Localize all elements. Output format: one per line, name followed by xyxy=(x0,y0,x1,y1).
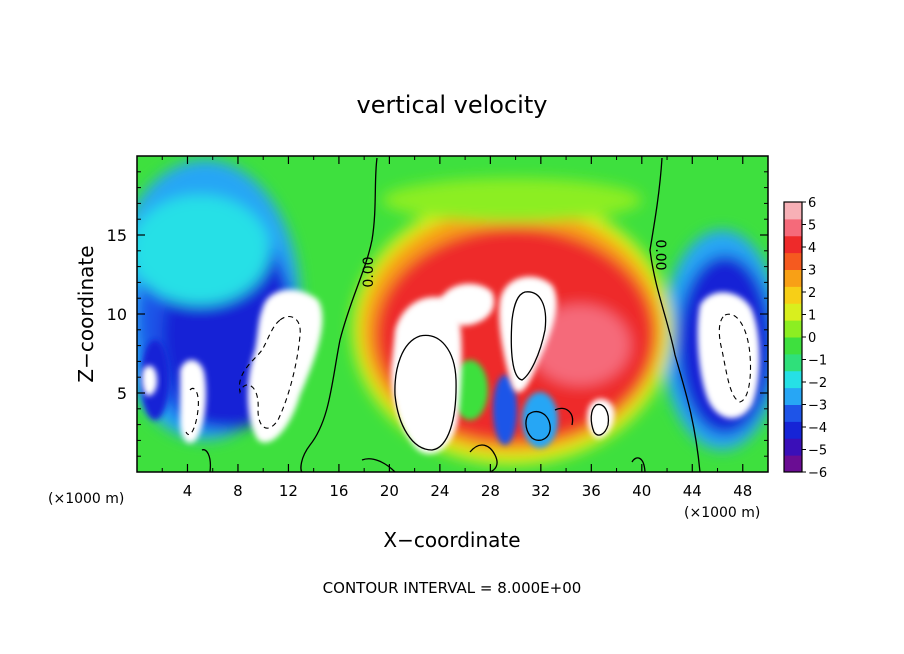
x-tick-label: 4 xyxy=(183,482,193,500)
colorbar: 6 5 4 3 2 1 0 −1 −2 −3 −4 −5 −6 xyxy=(783,196,827,481)
y-axis: 5 10 15 xyxy=(107,171,768,457)
colorbar-tick-label: −6 xyxy=(808,466,827,481)
x-tick-label: 44 xyxy=(683,482,702,500)
colorbar-swatch xyxy=(784,202,802,220)
y-tick-label: 10 xyxy=(107,305,127,324)
colorbar-swatch xyxy=(784,353,802,372)
x-tick-label: 28 xyxy=(481,482,500,500)
colorbar-tick-label: −4 xyxy=(808,421,827,436)
colorbar-swatch xyxy=(784,455,802,473)
colorbar-ticks: 6 5 4 3 2 1 0 −1 −2 −3 −4 −5 −6 xyxy=(802,196,827,481)
x-tick-label: 32 xyxy=(531,482,550,500)
colorbar-tick-label: 4 xyxy=(808,241,816,256)
colorbar-swatch xyxy=(784,320,802,338)
colorbar-swatch xyxy=(784,252,802,270)
colorbar-tick-label: −1 xyxy=(808,354,827,369)
chart-title: vertical velocity xyxy=(357,91,548,119)
x-tick-label: 16 xyxy=(329,482,348,500)
colorbar-tick-label: −3 xyxy=(808,399,827,414)
y-tick-label: 15 xyxy=(107,226,127,245)
colorbar-tick-label: −2 xyxy=(808,376,827,391)
colorbar-swatch xyxy=(784,404,802,422)
colorbar-tick-label: −5 xyxy=(808,444,827,459)
x-tick-label: 48 xyxy=(733,482,752,500)
x-tick-label: 20 xyxy=(380,482,399,500)
contour-label: 0.00 xyxy=(361,256,377,287)
x-tick-label: 8 xyxy=(233,482,243,500)
x-tick-label: 40 xyxy=(632,482,651,500)
x-unit-label-right: (×1000 m) xyxy=(684,505,760,521)
colorbar-swatch xyxy=(784,438,802,456)
colorbar-swatch xyxy=(784,269,802,287)
contour-interval-note: CONTOUR INTERVAL = 8.000E+00 xyxy=(323,579,582,597)
colorbar-tick-label: 2 xyxy=(808,286,816,301)
colorbar-tick-label: 3 xyxy=(808,264,816,279)
colorbar-swatches xyxy=(784,202,802,473)
contour-label: 0.00 xyxy=(652,239,668,270)
colorbar-swatch xyxy=(784,286,802,304)
colorbar-swatch xyxy=(784,337,802,355)
heatmap-field xyxy=(137,156,768,472)
colorbar-tick-label: 1 xyxy=(808,309,816,324)
x-axis: 4 8 12 16 20 24 28 32 36 40 44 48 xyxy=(161,156,752,500)
y-tick-label: 5 xyxy=(117,384,127,403)
colorbar-swatch xyxy=(784,303,802,321)
colorbar-swatch xyxy=(784,421,802,439)
colorbar-swatch xyxy=(784,387,802,405)
x-unit-label-left: (×1000 m) xyxy=(48,491,124,507)
x-axis-label: X−coordinate xyxy=(383,528,520,552)
colorbar-swatch xyxy=(784,370,802,389)
colorbar-swatch xyxy=(784,218,802,237)
colorbar-tick-label: 0 xyxy=(808,331,816,346)
x-tick-label: 36 xyxy=(582,482,601,500)
x-tick-label: 24 xyxy=(430,482,449,500)
x-tick-label: 12 xyxy=(279,482,298,500)
colorbar-tick-label: 5 xyxy=(808,219,816,234)
colorbar-swatch xyxy=(784,235,802,254)
colorbar-tick-label: 6 xyxy=(808,196,816,211)
y-axis-label: Z−coordinate xyxy=(74,245,98,382)
